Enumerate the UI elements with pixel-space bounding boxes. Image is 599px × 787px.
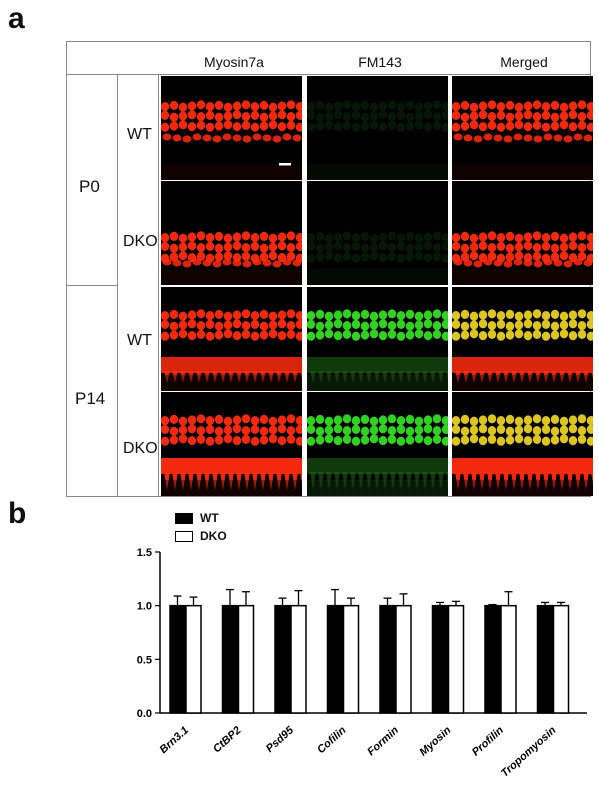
micrograph-p0-dko-fm143 [307, 181, 448, 285]
x-tick-label: Formin [365, 724, 401, 758]
bar-dko [500, 604, 517, 714]
legend-swatch-wt [175, 513, 193, 524]
legend-label-dko: DKO [200, 529, 227, 543]
header-divider [67, 74, 590, 75]
bar-dko [237, 604, 255, 714]
x-tick-label: CtBP2 [211, 724, 244, 755]
bar-wt [274, 604, 291, 714]
group-label-p14: P14 [75, 389, 106, 408]
row-label-p0-dko: DKO [123, 233, 158, 250]
x-tick-label: Tropomyosin [499, 724, 559, 780]
x-tick-label: Brn3.1 [158, 724, 191, 756]
legend-swatch-dko [175, 531, 193, 542]
bar-wt [169, 604, 186, 714]
row-column-divider [158, 74, 159, 496]
bar-dko [342, 604, 360, 714]
micrograph-p14-wt-myosin [161, 287, 302, 391]
bar-wt [431, 604, 449, 714]
bar-dko [290, 604, 307, 714]
micrograph-p14-wt-merged [452, 287, 593, 391]
column-header-myosin7a: Myosin7a [204, 54, 264, 70]
bar-wt [379, 604, 396, 714]
bar-wt [221, 604, 239, 714]
figure-panel-a: Myosin7a FM143 Merged P0 P14 WT DKO WT D… [66, 41, 593, 497]
micrograph-p14-dko-myosin [161, 392, 302, 496]
panel-a-letter: a [8, 2, 25, 35]
group-label-p0: P0 [79, 177, 100, 196]
row-label-p14-dko: DKO [123, 440, 158, 457]
row-label-p14-wt: WT [127, 332, 152, 349]
panel-b-letter: b [8, 497, 27, 530]
bar-dko [447, 604, 465, 714]
micrograph-p0-dko-myosin [161, 181, 302, 285]
bar-dko [552, 604, 570, 714]
micrograph-p14-dko-fm143 [307, 392, 448, 496]
bar-dko [395, 604, 412, 714]
column-header-merged: Merged [500, 54, 548, 70]
x-tick-label: Cofilin [315, 724, 349, 756]
bar-wt [536, 604, 554, 714]
micrograph-p14-wt-fm143 [307, 287, 448, 391]
micrograph-p0-wt-fm143 [307, 76, 448, 180]
micrograph-p0-dko-merged [452, 181, 593, 285]
micrograph-p0-wt-merged [452, 76, 593, 180]
micrograph-p0-wt-myosin [161, 76, 302, 180]
y-tick-label: 0.0 [137, 708, 152, 720]
bar-chart: 0.0 0.5 1.0 1.5 Brn3.1 CtBP2 Psd95 Cofilin Formi… [137, 547, 587, 780]
y-tick-label: 0.5 [137, 654, 152, 666]
y-tick-label: 1.5 [137, 547, 152, 559]
row-label-p0-wt: WT [127, 126, 152, 143]
bar-wt [484, 604, 501, 714]
column-header-fm143: FM143 [358, 54, 402, 70]
bar-dko [185, 604, 202, 714]
group-divider [67, 285, 118, 286]
micrograph-p14-dko-merged [452, 392, 593, 496]
legend-label-wt: WT [200, 511, 219, 525]
bar-wt [326, 604, 344, 714]
x-tick-label: Profilin [470, 724, 506, 758]
x-tick-label: Myosin [417, 724, 453, 758]
y-tick-label: 1.0 [137, 601, 152, 613]
x-tick-label: Psd95 [264, 724, 297, 755]
